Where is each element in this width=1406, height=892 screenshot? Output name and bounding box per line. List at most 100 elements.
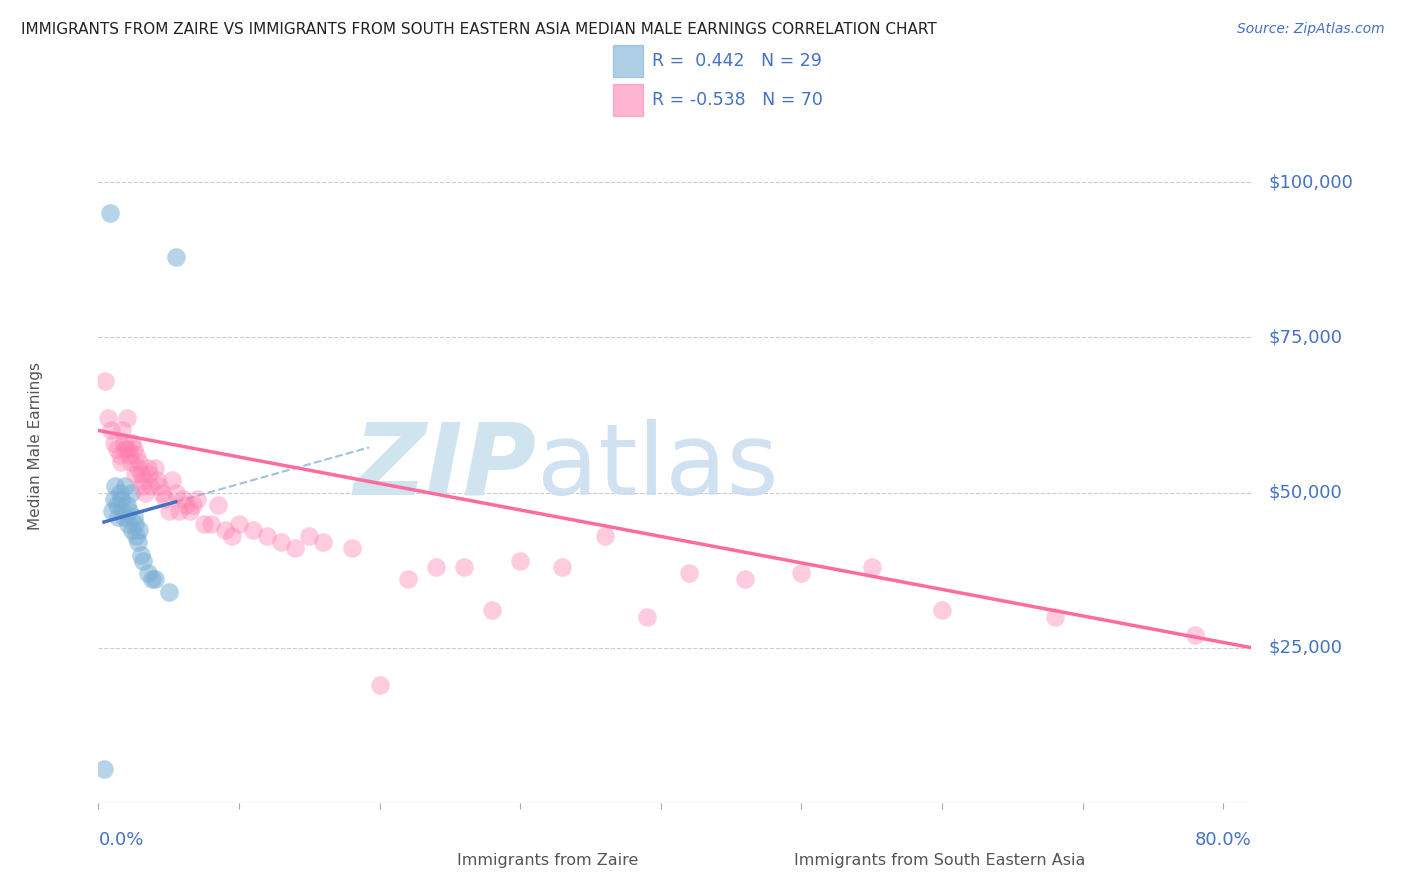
Point: [94, 374, 117, 388]
Point: [221, 529, 243, 543]
Point: [139, 479, 162, 493]
Point: [97, 411, 120, 425]
Point: [593, 529, 616, 543]
Point: [200, 516, 222, 531]
Point: [103, 491, 125, 506]
Point: [453, 560, 475, 574]
Text: IMMIGRANTS FROM ZAIRE VS IMMIGRANTS FROM SOUTH EASTERN ASIA MEDIAN MALE EARNINGS: IMMIGRANTS FROM ZAIRE VS IMMIGRANTS FROM…: [21, 22, 936, 37]
Point: [425, 560, 447, 574]
Point: [120, 485, 142, 500]
Point: [118, 504, 141, 518]
Point: [143, 573, 166, 587]
Text: $50,000: $50,000: [1268, 483, 1341, 501]
Point: [141, 573, 163, 587]
Point: [132, 554, 155, 568]
Point: [107, 510, 129, 524]
Text: R =  0.442   N = 29: R = 0.442 N = 29: [652, 53, 821, 70]
Point: [122, 510, 145, 524]
Point: [114, 479, 136, 493]
Text: ZIP: ZIP: [353, 419, 537, 516]
Point: [678, 566, 700, 581]
Text: $25,000: $25,000: [1268, 639, 1343, 657]
Point: [115, 411, 138, 425]
Point: [860, 560, 883, 574]
Point: [636, 609, 658, 624]
Point: [172, 491, 194, 506]
Text: Immigrants from Zaire: Immigrants from Zaire: [457, 854, 638, 868]
Point: [481, 603, 503, 617]
Point: [105, 442, 128, 456]
Point: [134, 485, 156, 500]
Point: [143, 460, 166, 475]
Point: [103, 436, 125, 450]
Point: [120, 454, 142, 468]
Point: [117, 442, 139, 456]
Point: [112, 436, 135, 450]
Text: Source: ZipAtlas.com: Source: ZipAtlas.com: [1237, 22, 1385, 37]
Point: [111, 504, 134, 518]
Point: [124, 467, 146, 481]
Point: [93, 762, 115, 776]
Point: [110, 491, 132, 506]
Point: [270, 535, 292, 549]
Point: [124, 516, 146, 531]
Point: [121, 523, 143, 537]
Bar: [613, 45, 643, 78]
Point: [734, 573, 756, 587]
Point: [111, 424, 134, 438]
Point: [108, 448, 131, 462]
Point: [284, 541, 307, 556]
Point: [105, 498, 128, 512]
Point: [1184, 628, 1206, 642]
Point: [179, 504, 201, 518]
Point: [110, 454, 132, 468]
Point: [298, 529, 321, 543]
Point: [118, 448, 141, 462]
Text: $100,000: $100,000: [1268, 173, 1353, 191]
Point: [256, 529, 278, 543]
Point: [114, 442, 136, 456]
Point: [509, 554, 531, 568]
Point: [117, 516, 139, 531]
Text: $75,000: $75,000: [1268, 328, 1343, 346]
Point: [146, 473, 169, 487]
Point: [108, 485, 131, 500]
Point: [100, 424, 122, 438]
Point: [207, 498, 229, 512]
Point: [157, 504, 180, 518]
Point: [174, 498, 197, 512]
Point: [101, 504, 124, 518]
Point: [396, 573, 419, 587]
Point: [128, 523, 150, 537]
Point: [193, 516, 215, 531]
Point: [104, 479, 127, 493]
Bar: [613, 84, 643, 116]
Point: [136, 566, 159, 581]
Text: R = -0.538   N = 70: R = -0.538 N = 70: [652, 91, 823, 110]
Point: [127, 535, 149, 549]
Point: [98, 206, 121, 220]
Point: [1043, 609, 1066, 624]
Point: [115, 498, 138, 512]
Point: [132, 473, 155, 487]
Point: [153, 491, 176, 506]
Point: [167, 504, 190, 518]
Point: [228, 516, 250, 531]
Point: [136, 460, 159, 475]
Point: [128, 454, 150, 468]
Point: [138, 467, 160, 481]
Point: [790, 566, 813, 581]
Point: [165, 250, 187, 264]
Point: [368, 678, 391, 692]
Point: [165, 485, 187, 500]
Point: [127, 460, 149, 475]
Point: [181, 498, 204, 512]
Point: [122, 442, 145, 456]
Text: Immigrants from South Eastern Asia: Immigrants from South Eastern Asia: [794, 854, 1085, 868]
Point: [312, 535, 335, 549]
Point: [125, 448, 148, 462]
Text: Median Male Earnings: Median Male Earnings: [28, 362, 42, 530]
Point: [551, 560, 574, 574]
Text: atlas: atlas: [537, 419, 778, 516]
Point: [157, 584, 180, 599]
